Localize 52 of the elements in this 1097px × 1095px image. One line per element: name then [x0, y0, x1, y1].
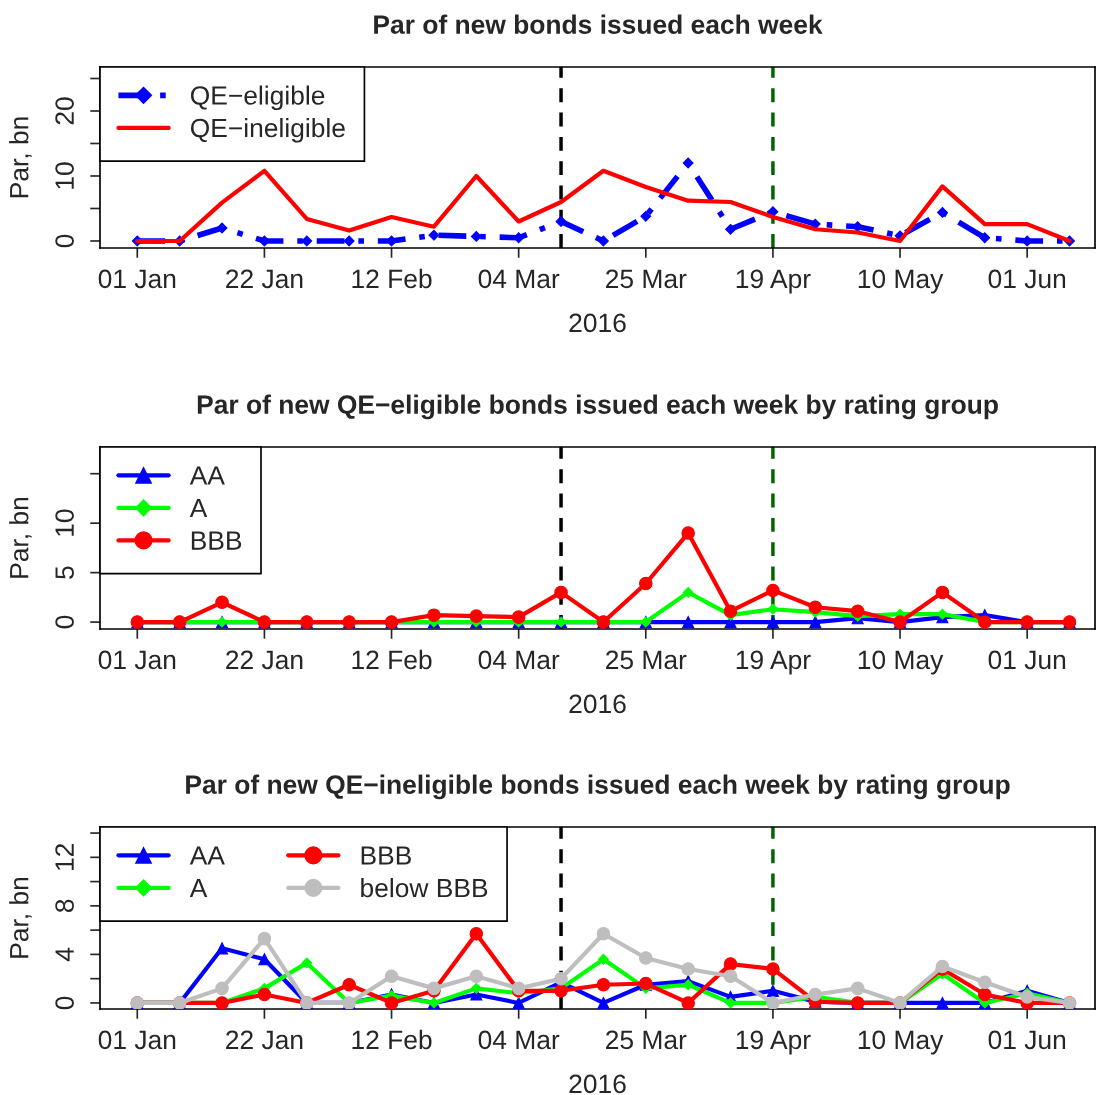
x-tick-label: 04 Mar [478, 650, 560, 670]
x-tick-label: 25 Mar [606, 650, 687, 670]
x-tick-label: 01 Jun [988, 269, 1066, 289]
y-tick-label: 5 [55, 566, 74, 579]
y-tick-label: 10 [55, 509, 74, 536]
x-axis-title: 2016 [569, 1074, 626, 1094]
legend-label: BBB [361, 846, 411, 865]
x-tick-label: 12 Feb [352, 1029, 432, 1050]
x-tick-label: 10 May [858, 1030, 944, 1055]
y-tick-label: 0 [55, 234, 74, 248]
x-tick-label: 12 Feb [352, 268, 432, 289]
x-tick-label: 01 Jan [98, 1030, 176, 1050]
x-tick-label: 25 Mar [606, 269, 687, 289]
x-tick-label: 01 Jan [98, 650, 176, 670]
chart-title: Par of new bonds issued each week [374, 14, 823, 34]
x-tick-label: 19 Apr [736, 1030, 811, 1055]
x-tick-label: 01 Jun [988, 650, 1066, 670]
legend-label: A [189, 498, 208, 518]
x-tick-label: 25 Mar [606, 1030, 687, 1050]
x-tick-label: 12 Feb [352, 649, 432, 670]
y-axis-title: Par, bn [9, 877, 32, 958]
x-tick-label: 01 Jun [988, 1030, 1066, 1050]
y-tick-label: 4 [55, 947, 74, 962]
x-tick-label: 19 Apr [736, 269, 811, 294]
legend-label: AA [189, 846, 225, 865]
chart-title: Par of new QE−ineligible bonds issued each week by rating group [186, 774, 1010, 800]
x-tick-label: 01 Jan [98, 269, 176, 289]
y-tick-label: 0 [55, 615, 74, 629]
x-tick-label: 10 May [858, 269, 944, 294]
y-tick-label: 0 [55, 996, 74, 1010]
x-tick-label: 04 Mar [478, 269, 560, 289]
y-axis-title: Par, bn [9, 117, 32, 198]
x-tick-label: 22 Jan [226, 650, 303, 670]
x-tick-label: 04 Mar [478, 1030, 560, 1050]
legend-label: QE−eligible [190, 85, 325, 111]
y-tick-label: 20 [55, 97, 74, 125]
x-axis-title: 2016 [569, 313, 626, 333]
legend-label: QE−ineligible [190, 117, 345, 143]
x-tick-label: 22 Jan [226, 269, 303, 289]
chart-title: Par of new QE−eligible bonds issued each week by rating group [197, 394, 998, 420]
y-axis-title: Par, bn [9, 497, 32, 578]
x-axis-title: 2016 [569, 694, 626, 714]
legend-label: A [189, 878, 208, 898]
y-tick-label: 12 [55, 843, 74, 870]
x-tick-label: 19 Apr [736, 650, 811, 675]
legend-label: below BBB [361, 877, 488, 898]
x-tick-label: 22 Jan [226, 1030, 303, 1050]
y-tick-label: 8 [55, 899, 74, 913]
x-tick-label: 10 May [858, 650, 944, 675]
y-tick-label: 10 [55, 162, 74, 189]
legend-label: BBB [191, 531, 242, 550]
legend-label: AA [189, 466, 225, 485]
